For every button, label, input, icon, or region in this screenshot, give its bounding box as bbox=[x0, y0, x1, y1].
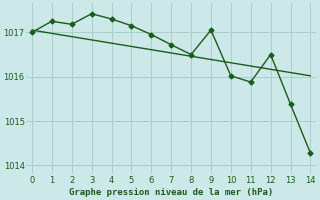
X-axis label: Graphe pression niveau de la mer (hPa): Graphe pression niveau de la mer (hPa) bbox=[69, 188, 273, 197]
